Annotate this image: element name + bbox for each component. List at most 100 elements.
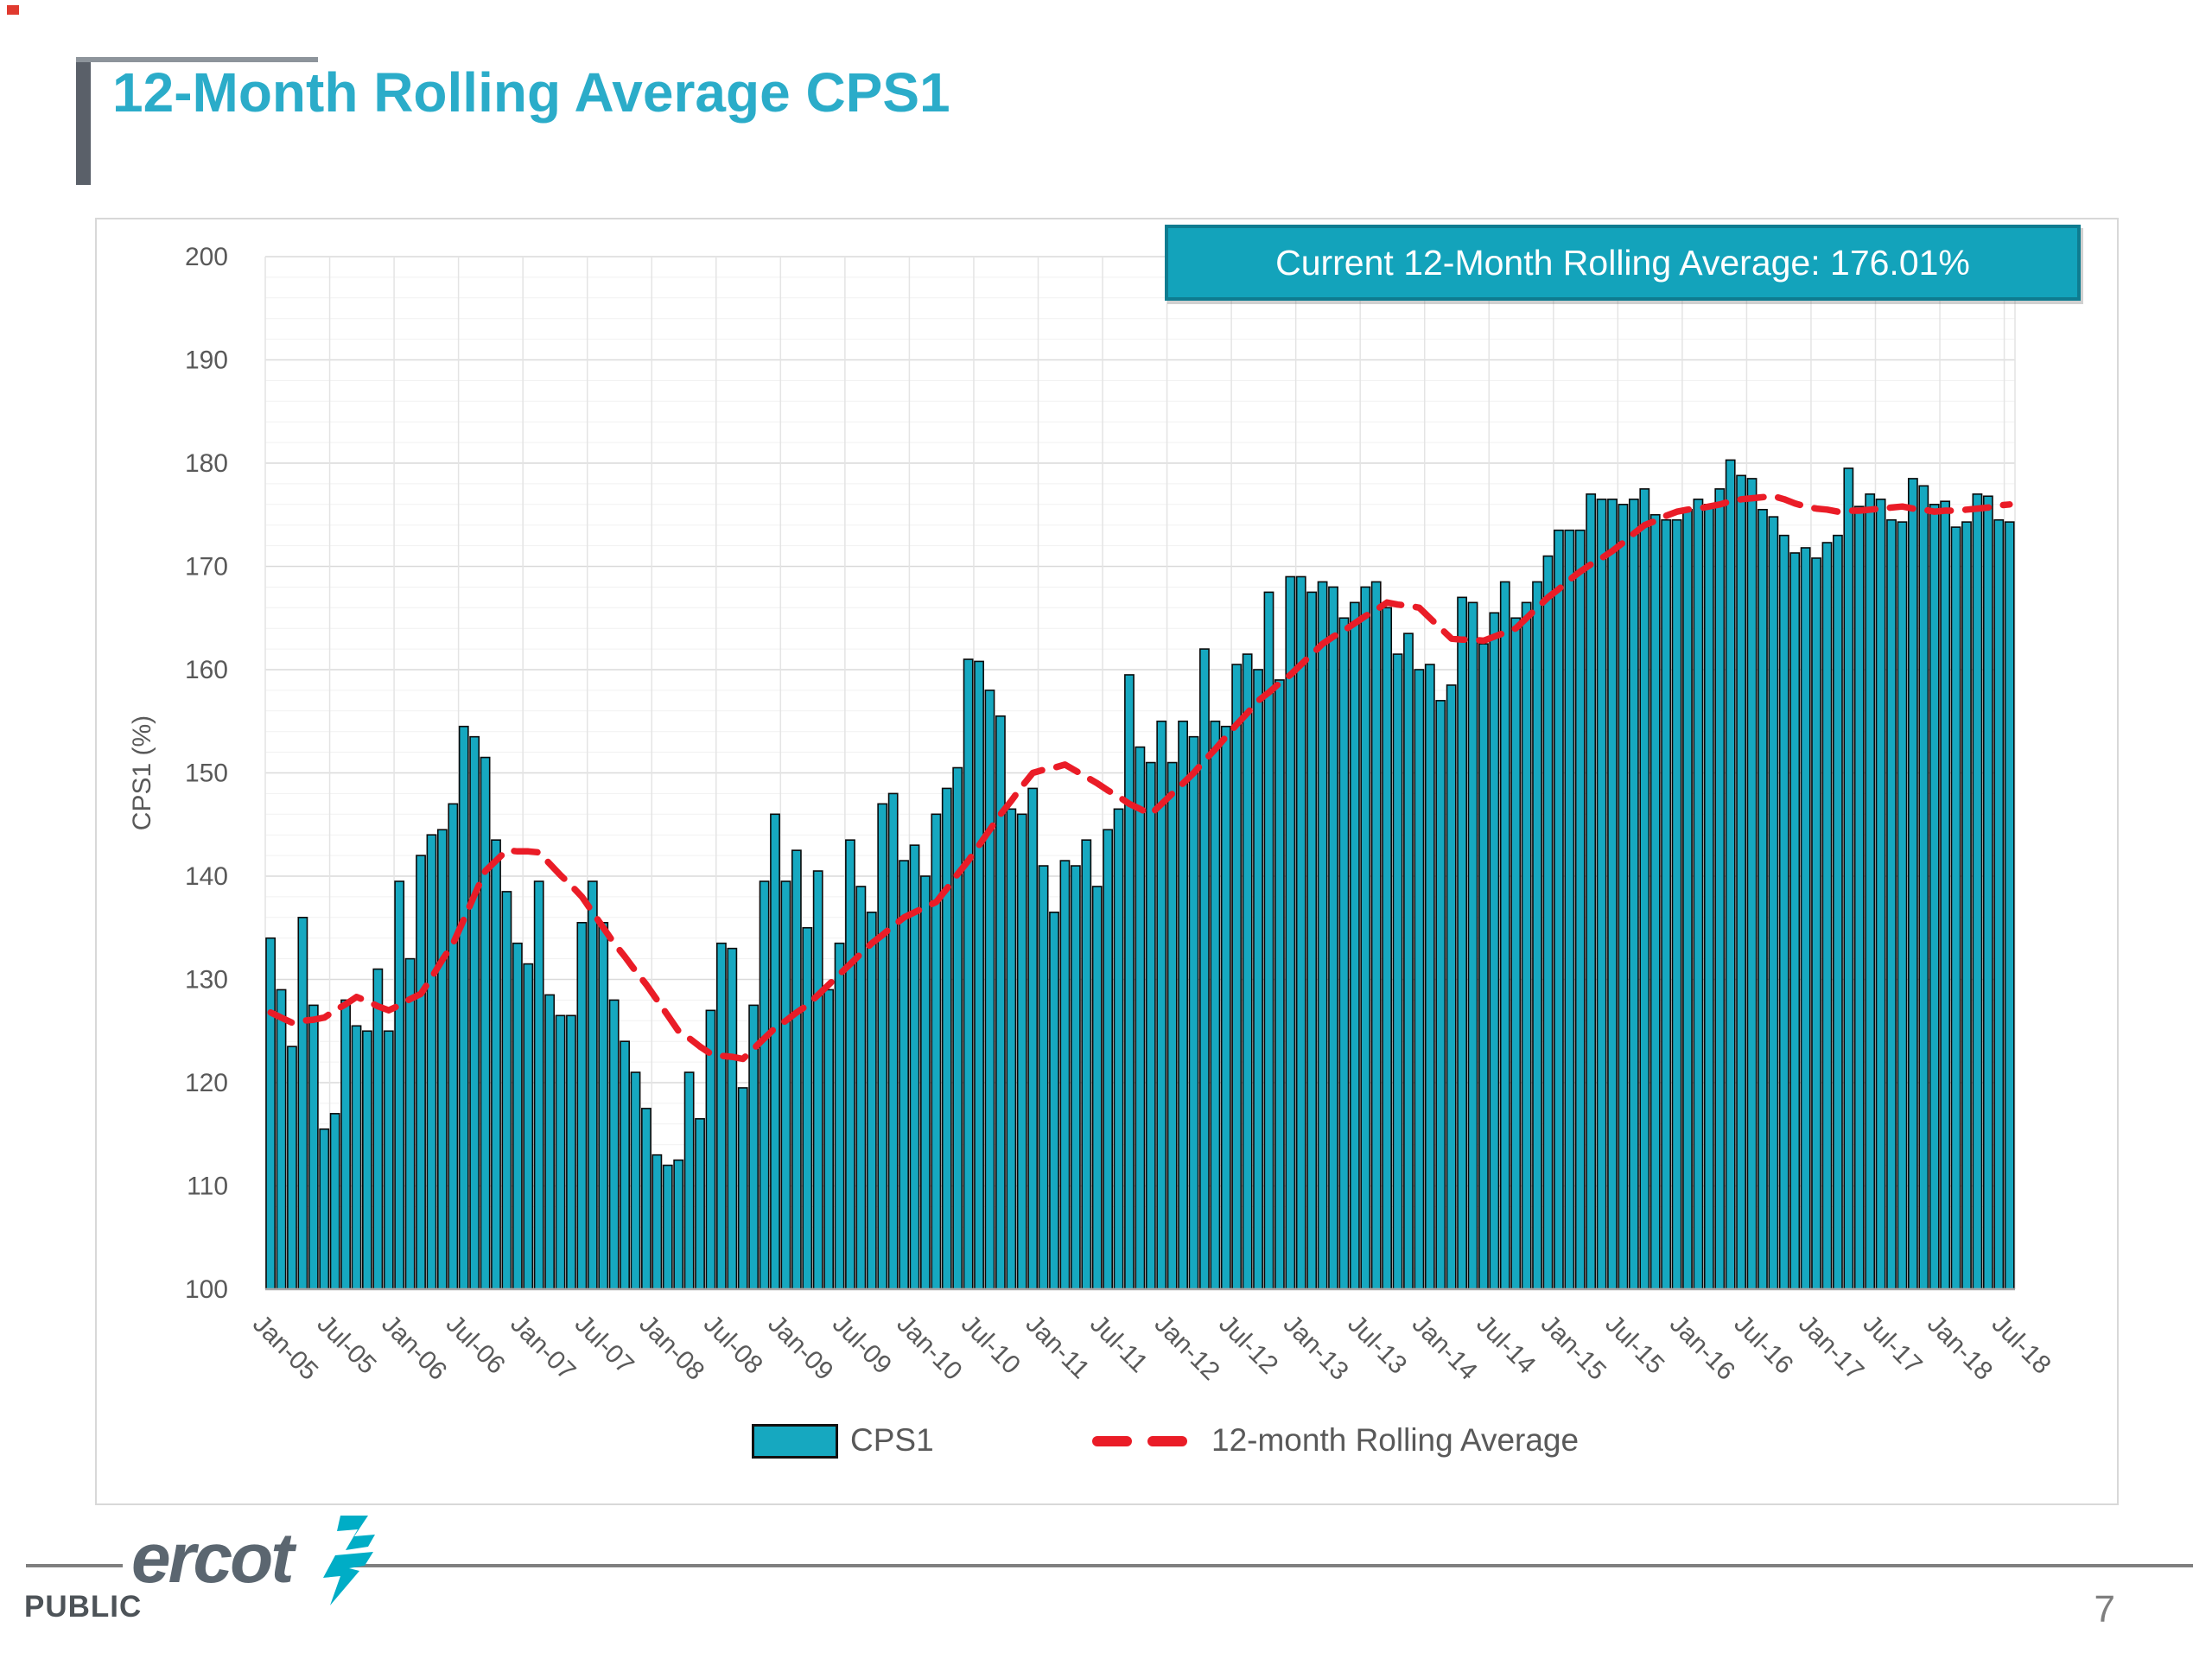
- cps1-bar: [1768, 516, 1779, 1290]
- x-tick-label: Jan-09: [762, 1310, 838, 1386]
- cps1-bar: [1253, 669, 1263, 1290]
- cps1-bar: [362, 1030, 372, 1290]
- cps1-bar: [1457, 596, 1468, 1290]
- y-tick-label: 120: [185, 1069, 228, 1097]
- cps1-bar: [1338, 617, 1350, 1290]
- x-tick-label: Jan-05: [247, 1310, 323, 1386]
- x-tick-label: Jul-09: [827, 1310, 897, 1380]
- cps1-bar: [1059, 860, 1071, 1290]
- cps1-bar: [340, 999, 351, 1290]
- cps1-bar: [394, 880, 405, 1290]
- cps1-bar: [1210, 720, 1221, 1290]
- cps1-bar: [1649, 513, 1661, 1290]
- title-accent-bar: [76, 57, 91, 185]
- cps1-bar: [1446, 684, 1457, 1290]
- ercot-logo: ercot: [131, 1514, 375, 1609]
- cps1-bars-group: [265, 459, 2015, 1290]
- cps1-bar: [308, 1004, 319, 1290]
- title-accent-line: [76, 57, 318, 62]
- ercot-bolt-icon: [323, 1516, 375, 1605]
- x-tick-label: Jul-06: [441, 1310, 511, 1380]
- cps1-bar: [1306, 591, 1318, 1290]
- cps1-bar: [770, 813, 780, 1290]
- cps1-bar: [1103, 829, 1114, 1290]
- rolling-average-line: [267, 493, 2013, 1063]
- cps1-bar: [920, 875, 931, 1290]
- cps1-bar: [1586, 493, 1597, 1290]
- page-title: 12-Month Rolling Average CPS1: [112, 61, 950, 124]
- cps1-bar: [1285, 575, 1296, 1290]
- cps1-bar: [974, 660, 984, 1290]
- cps1-bar: [1091, 886, 1103, 1290]
- cps1-bar: [1607, 499, 1618, 1290]
- cps1-bar: [458, 725, 469, 1290]
- cps1-bar: [1682, 508, 1693, 1290]
- cps1-bar: [995, 715, 1006, 1290]
- cps1-bar: [759, 880, 770, 1290]
- x-tick-label: Jul-11: [1084, 1310, 1154, 1379]
- cps1-bar: [1070, 865, 1081, 1290]
- cps1-bar: [544, 994, 556, 1290]
- x-tick-label: Jan-07: [505, 1310, 581, 1386]
- cps1-bar: [416, 855, 426, 1290]
- legend-label-rolling-average: 12-month Rolling Average: [1211, 1422, 1580, 1458]
- cps1-bar: [1360, 586, 1371, 1290]
- cps1-bar: [566, 1014, 576, 1290]
- cps1-bar: [383, 1030, 394, 1290]
- cps1-bar: [802, 926, 813, 1290]
- cps1-bar: [608, 999, 620, 1290]
- cps1-bar: [1618, 503, 1629, 1290]
- cps1-bar: [1940, 500, 1951, 1290]
- cps1-bar: [1295, 575, 1306, 1290]
- cps1-bar: [727, 947, 738, 1290]
- cps1-bar: [598, 921, 609, 1290]
- cps1-bar: [426, 834, 437, 1290]
- cps1-bar: [1886, 518, 1897, 1290]
- cps1-bar: [1166, 761, 1178, 1290]
- cps1-bar: [1714, 488, 1726, 1290]
- cps1-bar: [1532, 581, 1542, 1290]
- cps1-bar: [1499, 581, 1510, 1290]
- cps1-bar: [1242, 653, 1253, 1290]
- x-tick-label: Jan-13: [1278, 1310, 1354, 1386]
- cps1-bar: [1542, 555, 1554, 1290]
- y-tick-label: 140: [185, 862, 228, 891]
- cps1-bar: [1564, 529, 1575, 1290]
- x-tick-label: Jul-18: [1986, 1310, 2056, 1380]
- chart-legend: CPS1 12-month Rolling Average: [97, 1419, 2120, 1467]
- cps1-chart: 100 110 120 130 140 150 160 170 180 190 200 CPS1 (%…: [128, 243, 2056, 1386]
- x-tick-label: Jan-14: [1407, 1310, 1483, 1386]
- cps1-bar: [1038, 865, 1049, 1290]
- cps1-bar: [533, 880, 544, 1290]
- cps1-bar: [1178, 720, 1188, 1290]
- cps1-bar: [1639, 488, 1650, 1290]
- cps1-bar: [1853, 505, 1865, 1290]
- cps1-bar: [1907, 478, 1918, 1290]
- x-tick-label: Jul-10: [956, 1310, 1026, 1380]
- cps1-bar: [1821, 542, 1833, 1290]
- cps1-bar: [436, 829, 448, 1290]
- cps1-bar: [1521, 601, 1532, 1290]
- cps1-bar: [1188, 735, 1199, 1290]
- cps1-bar: [1833, 534, 1843, 1290]
- cps1-bar: [587, 880, 598, 1290]
- cps1-bar: [1789, 552, 1801, 1290]
- cps1-bar: [1961, 521, 1972, 1290]
- cps1-bar: [1199, 648, 1210, 1290]
- x-tick-label: Jan-17: [1793, 1310, 1869, 1386]
- x-tick-label: Jan-12: [1149, 1310, 1225, 1386]
- cps1-bar: [329, 1113, 340, 1290]
- x-tick-label: Jan-06: [376, 1310, 452, 1386]
- classification-label: PUBLIC: [24, 1590, 143, 1624]
- cps1-bar: [2004, 521, 2015, 1290]
- y-tick-label: 130: [185, 966, 228, 995]
- cps1-bar: [1274, 679, 1285, 1290]
- cps1-bar: [1758, 508, 1768, 1290]
- cps1-bar: [1693, 499, 1704, 1290]
- footer-divider-left: [26, 1564, 123, 1567]
- legend-label-cps1: CPS1: [850, 1422, 934, 1458]
- x-tick-label: Jul-07: [569, 1310, 639, 1380]
- x-tick-label: Jul-16: [1728, 1310, 1798, 1380]
- x-tick-label: Jul-08: [698, 1310, 768, 1380]
- cps1-bar: [620, 1040, 630, 1290]
